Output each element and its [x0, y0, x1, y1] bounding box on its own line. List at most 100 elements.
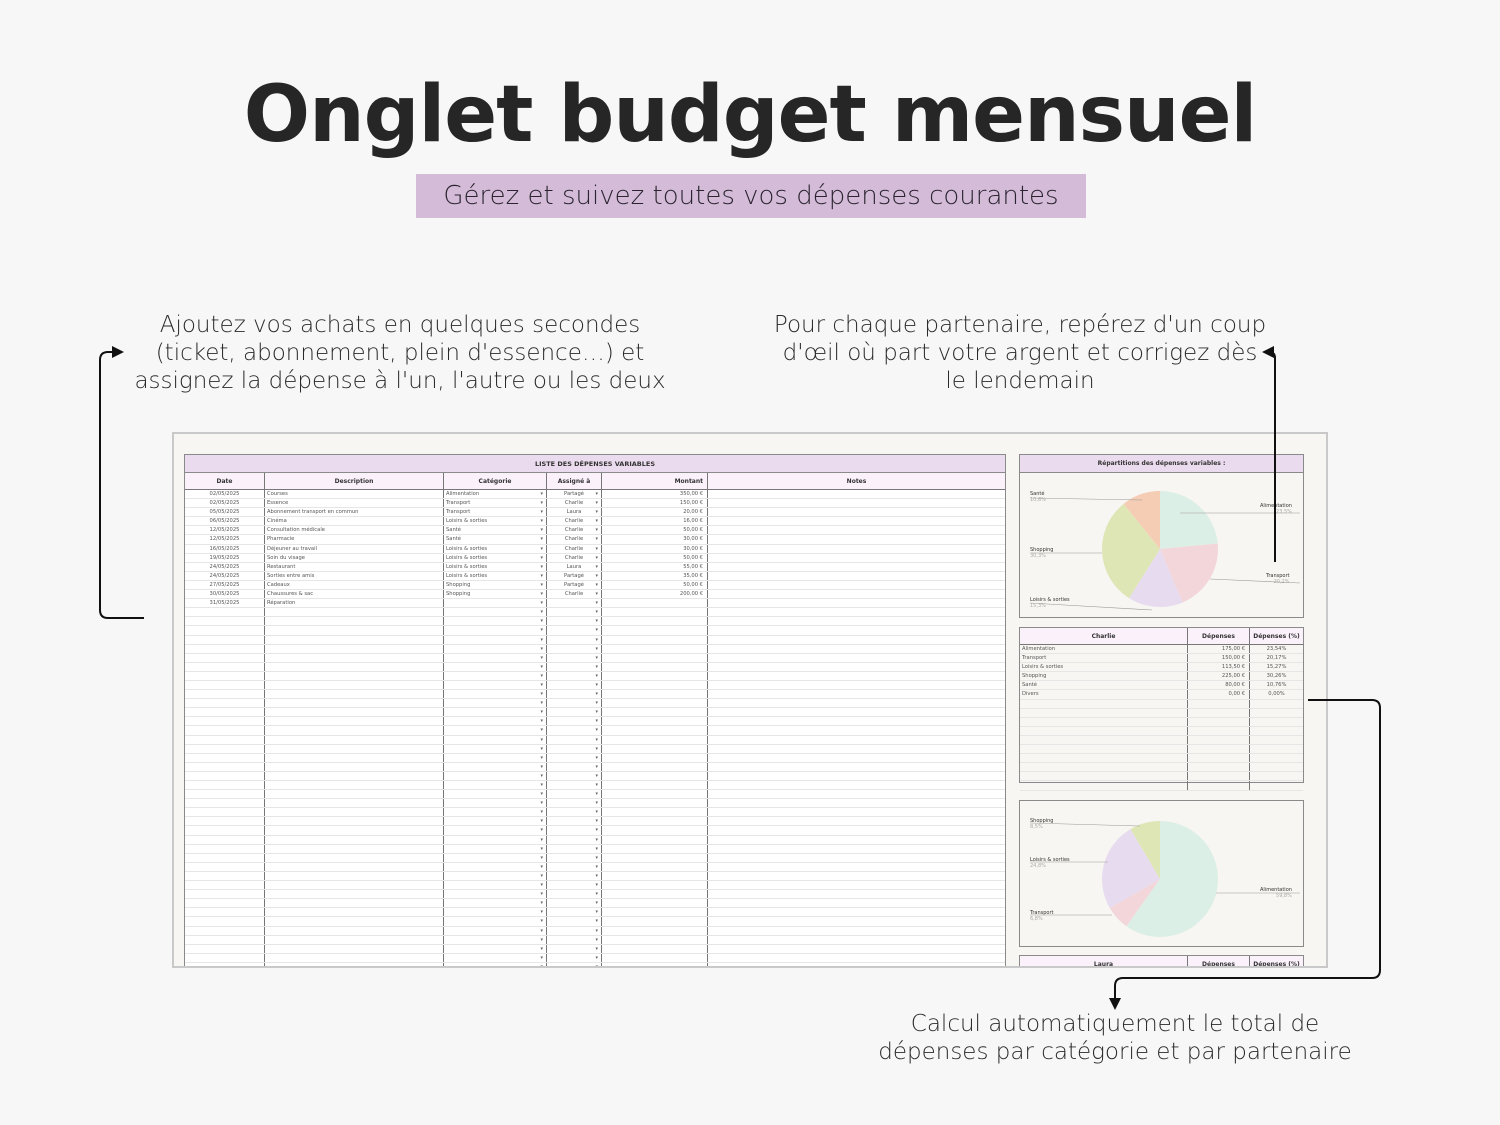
- date-cell[interactable]: 12/05/2025: [185, 526, 265, 535]
- chevron-down-icon[interactable]: ▾: [595, 736, 598, 743]
- empty-cell[interactable]: [602, 926, 708, 935]
- category-select[interactable]: Loisirs & sorties ▾: [444, 571, 547, 580]
- chevron-down-icon[interactable]: ▾: [595, 691, 598, 698]
- empty-cell[interactable]: [602, 908, 708, 917]
- notes-cell[interactable]: [708, 554, 1005, 562]
- empty-cell[interactable]: ▾: [444, 844, 547, 853]
- empty-cell[interactable]: [265, 881, 444, 890]
- empty-cell[interactable]: [265, 899, 444, 908]
- empty-cell[interactable]: [602, 726, 708, 735]
- chevron-down-icon[interactable]: ▾: [540, 891, 543, 898]
- empty-cell[interactable]: ▾: [547, 890, 602, 899]
- chevron-down-icon[interactable]: ▾: [595, 963, 598, 968]
- empty-cell[interactable]: [708, 799, 1005, 807]
- chevron-down-icon[interactable]: ▾: [595, 527, 598, 534]
- empty-cell[interactable]: [265, 753, 444, 762]
- empty-cell[interactable]: [708, 681, 1005, 689]
- chevron-down-icon[interactable]: ▾: [540, 536, 543, 543]
- chevron-down-icon[interactable]: ▾: [595, 636, 598, 643]
- chevron-down-icon[interactable]: ▾: [540, 718, 543, 725]
- empty-cell[interactable]: [708, 745, 1005, 753]
- empty-cell[interactable]: [602, 744, 708, 753]
- empty-cell[interactable]: [185, 962, 265, 966]
- date-cell[interactable]: 19/05/2025: [185, 553, 265, 562]
- empty-cell[interactable]: ▾: [444, 608, 547, 617]
- empty-cell[interactable]: [602, 944, 708, 953]
- chevron-down-icon[interactable]: ▾: [540, 909, 543, 916]
- empty-cell[interactable]: ▾: [547, 935, 602, 944]
- empty-cell[interactable]: [708, 927, 1005, 935]
- empty-cell[interactable]: [708, 717, 1005, 725]
- chevron-down-icon[interactable]: ▾: [540, 927, 543, 934]
- chevron-down-icon[interactable]: ▾: [595, 845, 598, 852]
- chevron-down-icon[interactable]: ▾: [595, 882, 598, 889]
- empty-cell[interactable]: ▾: [547, 799, 602, 808]
- empty-cell[interactable]: [602, 781, 708, 790]
- empty-cell[interactable]: [185, 735, 265, 744]
- empty-cell[interactable]: ▾: [547, 862, 602, 871]
- description-cell[interactable]: Pharmacie: [265, 535, 444, 544]
- empty-cell[interactable]: ▾: [444, 781, 547, 790]
- date-cell[interactable]: 24/05/2025: [185, 562, 265, 571]
- chevron-down-icon[interactable]: ▾: [595, 491, 598, 497]
- chevron-down-icon[interactable]: ▾: [595, 763, 598, 770]
- empty-cell[interactable]: ▾: [547, 617, 602, 626]
- chevron-down-icon[interactable]: ▾: [595, 718, 598, 725]
- category-select[interactable]: ▾: [444, 599, 547, 608]
- chevron-down-icon[interactable]: ▾: [540, 636, 543, 643]
- empty-cell[interactable]: [185, 680, 265, 690]
- empty-cell[interactable]: [265, 690, 444, 699]
- empty-cell[interactable]: [602, 735, 708, 744]
- description-cell[interactable]: Cadeaux: [265, 580, 444, 590]
- empty-cell[interactable]: ▾: [444, 644, 547, 653]
- chevron-down-icon[interactable]: ▾: [595, 563, 598, 570]
- empty-cell[interactable]: [185, 771, 265, 780]
- assigned-select[interactable]: Partagé ▾: [547, 580, 602, 590]
- empty-cell[interactable]: [185, 817, 265, 826]
- empty-cell[interactable]: [185, 781, 265, 790]
- empty-cell[interactable]: [602, 962, 708, 966]
- empty-cell[interactable]: [602, 617, 708, 626]
- empty-cell[interactable]: [185, 726, 265, 735]
- empty-cell[interactable]: [185, 762, 265, 771]
- assigned-select[interactable]: Charlie ▾: [547, 517, 602, 526]
- category-select[interactable]: Transport ▾: [444, 508, 547, 517]
- chevron-down-icon[interactable]: ▾: [540, 700, 543, 707]
- description-cell[interactable]: Restaurant: [265, 562, 444, 571]
- empty-cell[interactable]: ▾: [444, 771, 547, 780]
- amount-cell[interactable]: 55,00 €: [602, 562, 708, 571]
- empty-cell[interactable]: [265, 617, 444, 626]
- empty-cell[interactable]: ▾: [444, 744, 547, 753]
- date-cell[interactable]: 02/05/2025: [185, 490, 265, 499]
- description-cell[interactable]: Essence: [265, 499, 444, 508]
- empty-cell[interactable]: [265, 826, 444, 835]
- empty-cell[interactable]: [708, 699, 1005, 707]
- empty-cell[interactable]: ▾: [444, 735, 547, 744]
- empty-cell[interactable]: [708, 936, 1005, 944]
- empty-cell[interactable]: [265, 935, 444, 944]
- chevron-down-icon[interactable]: ▾: [540, 618, 543, 625]
- chevron-down-icon[interactable]: ▾: [595, 800, 598, 807]
- empty-cell[interactable]: ▾: [547, 817, 602, 826]
- chevron-down-icon[interactable]: ▾: [595, 818, 598, 825]
- assigned-select[interactable]: Laura ▾: [547, 508, 602, 517]
- empty-cell[interactable]: [185, 708, 265, 717]
- empty-cell[interactable]: [265, 708, 444, 717]
- empty-cell[interactable]: [265, 635, 444, 644]
- notes-cell[interactable]: [708, 517, 1005, 525]
- empty-cell[interactable]: ▾: [547, 653, 602, 662]
- description-cell[interactable]: Réparation: [265, 599, 444, 608]
- chevron-down-icon[interactable]: ▾: [540, 627, 543, 634]
- empty-cell[interactable]: [265, 844, 444, 853]
- amount-cell[interactable]: 16,00 €: [602, 517, 708, 526]
- empty-cell[interactable]: [265, 744, 444, 753]
- category-select[interactable]: Loisirs & sorties ▾: [444, 517, 547, 526]
- chevron-down-icon[interactable]: ▾: [540, 936, 543, 943]
- empty-cell[interactable]: ▾: [547, 835, 602, 844]
- empty-cell[interactable]: [602, 790, 708, 799]
- empty-cell[interactable]: [265, 653, 444, 662]
- empty-cell[interactable]: [602, 935, 708, 944]
- empty-cell[interactable]: ▾: [547, 717, 602, 726]
- chevron-down-icon[interactable]: ▾: [595, 609, 598, 616]
- empty-cell[interactable]: [708, 763, 1005, 771]
